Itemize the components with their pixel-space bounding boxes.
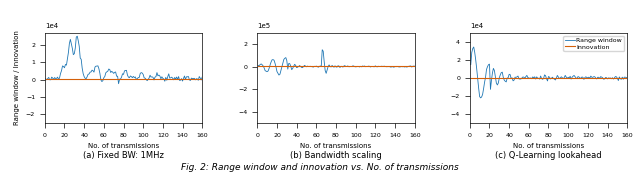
X-axis label: No. of transmissions: No. of transmissions [300, 143, 372, 149]
X-axis label: No. of transmissions: No. of transmissions [88, 143, 159, 149]
Title: (a) Fixed BW: 1MHz: (a) Fixed BW: 1MHz [83, 151, 164, 160]
X-axis label: No. of transmissions: No. of transmissions [513, 143, 584, 149]
Legend: Range window, Innovation: Range window, Innovation [563, 36, 624, 51]
Text: Fig. 2: Range window and innovation vs. No. of transmissions: Fig. 2: Range window and innovation vs. … [181, 163, 459, 172]
Title: (b) Bandwidth scaling: (b) Bandwidth scaling [290, 151, 382, 160]
Title: (c) Q-Learning lookahead: (c) Q-Learning lookahead [495, 151, 602, 160]
Y-axis label: Range window / Innovation: Range window / Innovation [14, 30, 20, 125]
